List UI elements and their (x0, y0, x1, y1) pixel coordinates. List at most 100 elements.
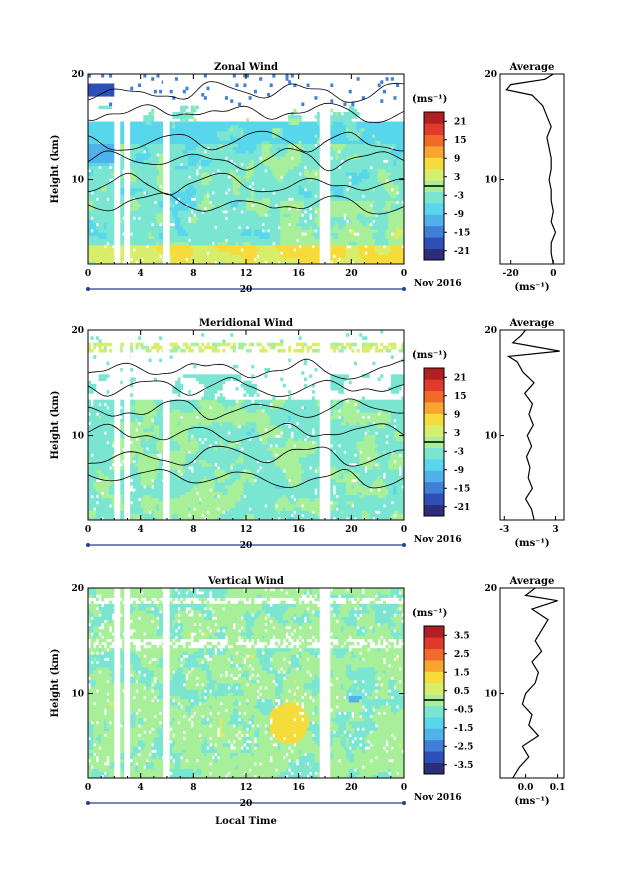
heatmap-cell (293, 153, 297, 157)
heatmap-cell (98, 194, 102, 198)
heatmap-cell (301, 241, 305, 246)
heatmap-cell (103, 251, 107, 255)
heatmap-cell (285, 188, 289, 192)
heatmap-cell (140, 197, 144, 202)
heatmap-cell (224, 241, 228, 246)
heatmap-cell (367, 156, 371, 160)
heatmap-cell (190, 229, 194, 233)
heatmap-cell (182, 89, 186, 94)
heatmap-cell (293, 131, 297, 135)
heatmap-cell (261, 241, 265, 246)
heatmap-cell (122, 229, 126, 233)
heatmap-cell (240, 156, 244, 160)
heatmap-cell (98, 222, 102, 227)
heatmap-cell (190, 226, 194, 230)
heatmap-cell (282, 232, 286, 236)
heatmap-cell (293, 194, 297, 198)
heatmap-cell (172, 146, 176, 151)
heatmap-cell (224, 96, 228, 100)
heatmap-cell (240, 131, 244, 135)
heatmap-cell (95, 260, 99, 264)
heatmap-cell (203, 184, 207, 189)
heatmap-cell (335, 248, 339, 252)
heatmap-cell (293, 241, 297, 246)
heatmap-cell (298, 188, 302, 192)
heatmap-cell (182, 210, 186, 214)
heatmap-cell (272, 238, 276, 243)
heatmap-cell (230, 203, 234, 208)
heatmap-cell (232, 131, 236, 135)
heatmap-cell (95, 191, 99, 195)
heatmap-cell (106, 229, 110, 233)
heatmap-cell (293, 222, 297, 227)
heatmap-cell (288, 219, 292, 224)
heatmap-cell (198, 260, 202, 264)
heatmap-cell (372, 146, 376, 151)
heatmap-cell (375, 191, 379, 195)
heatmap-cell (264, 251, 268, 255)
heatmap-cell (251, 251, 255, 255)
heatmap-cell (148, 127, 152, 132)
heatmap-cell (101, 191, 105, 195)
heatmap-cell (314, 235, 318, 240)
heatmap-cell (235, 257, 239, 262)
heatmap-cell (230, 134, 234, 138)
heatmap-cell (111, 216, 115, 221)
heatmap-cell (251, 175, 255, 179)
heatmap-cell (243, 159, 247, 164)
heatmap-cell (180, 137, 184, 141)
heatmap-cell (309, 232, 313, 236)
heatmap-cell (272, 235, 276, 240)
heatmap-cell (198, 156, 202, 160)
heatmap-cell (277, 188, 281, 192)
heatmap-cell (348, 241, 352, 246)
heatmap-cell (214, 210, 218, 214)
heatmap-cell (235, 181, 239, 186)
heatmap-cell (151, 169, 155, 173)
heatmap-cell (185, 219, 189, 224)
heatmap-cell (214, 245, 218, 249)
heatmap-cell (290, 248, 294, 252)
heatmap-cell (251, 169, 255, 173)
heatmap-cell (332, 184, 336, 189)
heatmap-cell (330, 226, 334, 230)
heatmap-cell (132, 127, 136, 132)
heatmap-cell (311, 257, 315, 262)
heatmap-cell (219, 241, 223, 246)
heatmap-cell (159, 238, 163, 243)
heatmap-cell (246, 140, 250, 145)
heatmap-cell (190, 181, 194, 186)
heatmap-cell (227, 134, 231, 138)
heatmap-cell (264, 181, 268, 186)
heatmap-cell (90, 156, 94, 160)
heatmap-cell (309, 175, 313, 179)
heatmap-cell (240, 213, 244, 217)
heatmap-cell (132, 124, 136, 129)
heatmap-cell (298, 143, 302, 148)
heatmap-cell (138, 150, 142, 154)
heatmap-cell (130, 222, 134, 227)
heatmap-cell (269, 245, 273, 249)
heatmap-cell (298, 260, 302, 264)
heatmap-cell (290, 181, 294, 186)
heatmap-cell (293, 150, 297, 154)
heatmap-cell (182, 127, 186, 132)
heatmap-cell (353, 108, 357, 113)
heatmap-cell (367, 260, 371, 264)
heatmap-cell (227, 153, 231, 157)
heatmap-cell (361, 169, 365, 173)
heatmap-cell (296, 229, 300, 233)
heatmap-cell (361, 219, 365, 224)
heatmap-cell (103, 134, 107, 138)
heatmap-cell (367, 169, 371, 173)
heatmap-cell (351, 172, 355, 176)
heatmap-cell (153, 245, 157, 249)
heatmap-cell (135, 131, 139, 135)
heatmap-cell (367, 159, 371, 164)
heatmap-cell (311, 169, 315, 173)
heatmap-cell (243, 172, 247, 176)
heatmap-cell (203, 241, 207, 246)
heatmap-cell (353, 159, 357, 164)
heatmap-cell (145, 159, 149, 164)
heatmap-cell (88, 222, 92, 227)
